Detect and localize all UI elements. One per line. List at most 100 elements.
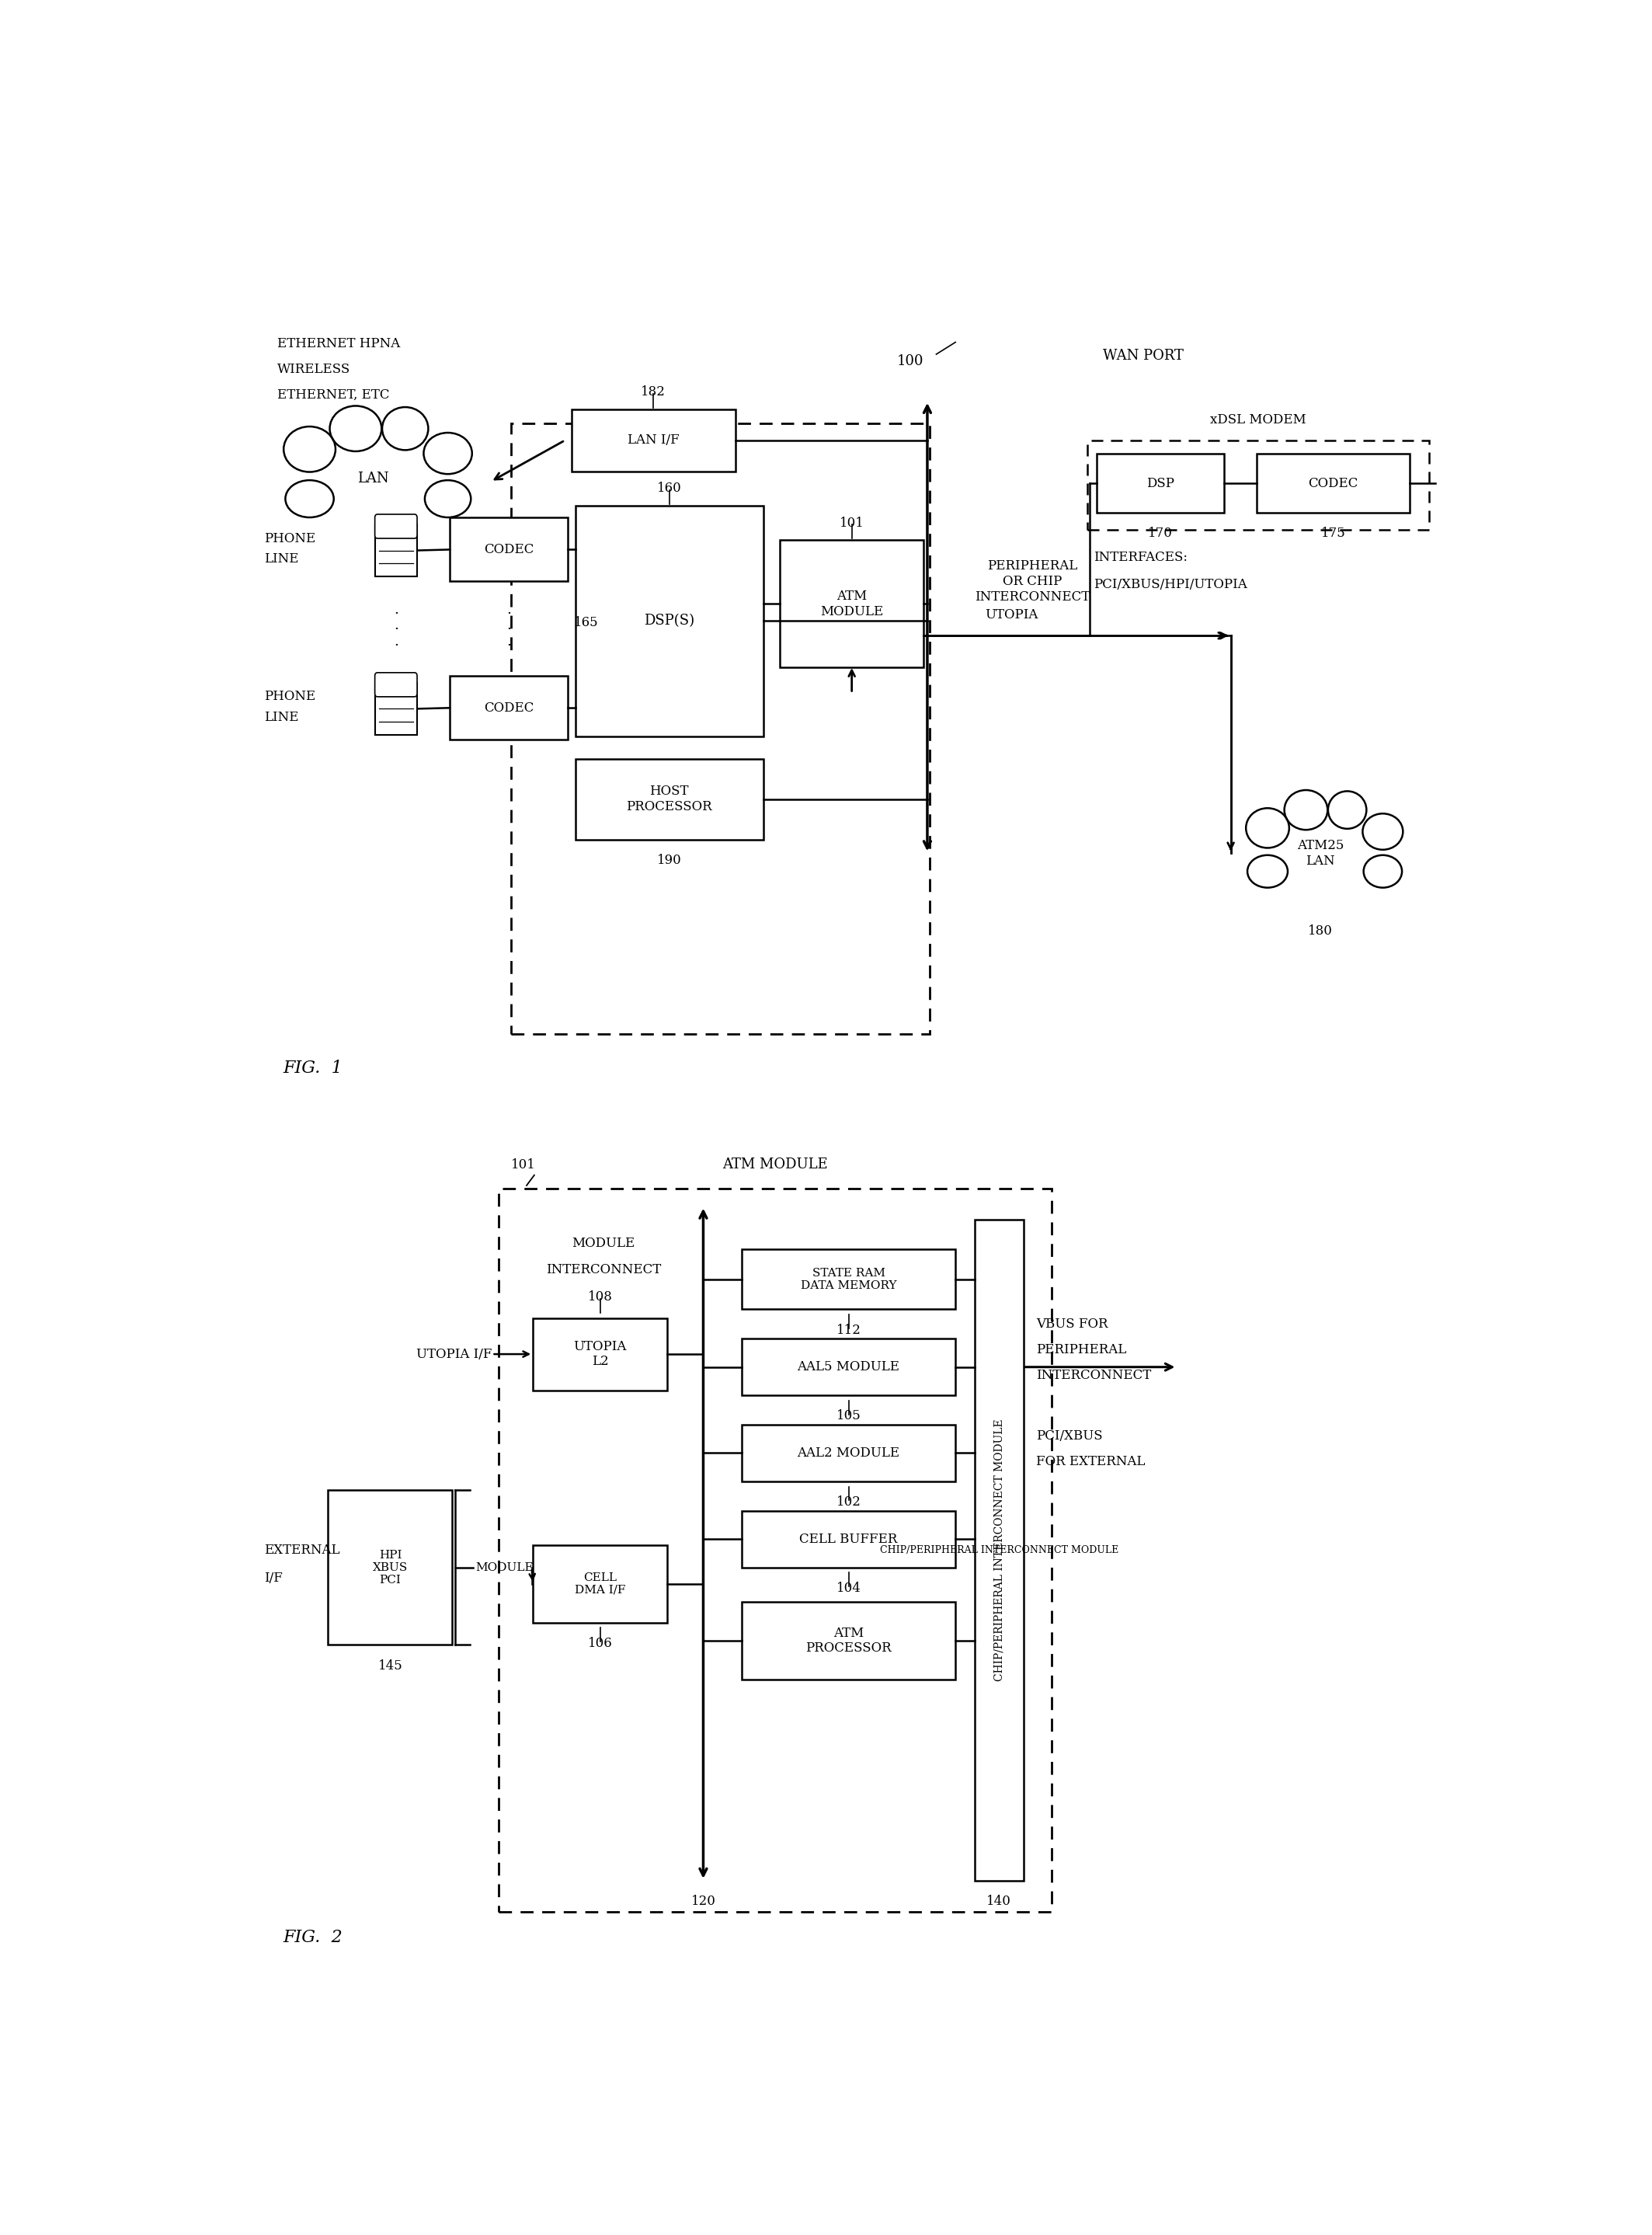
Text: LAN: LAN bbox=[357, 472, 388, 485]
Bar bbox=[575, 505, 763, 735]
Bar bbox=[572, 409, 735, 472]
Bar bbox=[975, 1220, 1023, 1880]
Bar bbox=[742, 1511, 955, 1567]
Ellipse shape bbox=[286, 481, 334, 516]
Bar bbox=[449, 675, 568, 740]
Text: 102: 102 bbox=[836, 1495, 861, 1509]
Text: DSP: DSP bbox=[1146, 476, 1175, 489]
Bar bbox=[742, 1339, 955, 1395]
Text: LAN I/F: LAN I/F bbox=[628, 434, 679, 447]
Ellipse shape bbox=[1328, 791, 1366, 829]
Text: PERIPHERAL
OR CHIP
INTERCONNECT: PERIPHERAL OR CHIP INTERCONNECT bbox=[975, 559, 1090, 603]
Ellipse shape bbox=[425, 481, 471, 516]
Text: LINE: LINE bbox=[264, 711, 299, 724]
Ellipse shape bbox=[382, 407, 428, 449]
Text: ETHERNET, ETC: ETHERNET, ETC bbox=[278, 389, 390, 402]
Text: PHONE: PHONE bbox=[264, 532, 316, 545]
Bar bbox=[510, 422, 930, 1035]
Text: MODULE: MODULE bbox=[476, 1562, 534, 1573]
Ellipse shape bbox=[1234, 802, 1408, 903]
Text: CODEC: CODEC bbox=[484, 543, 534, 557]
Text: ATM
PROCESSOR: ATM PROCESSOR bbox=[806, 1627, 892, 1654]
Text: 101: 101 bbox=[510, 1158, 535, 1171]
Bar bbox=[375, 684, 416, 735]
Text: DSP(S): DSP(S) bbox=[644, 615, 694, 628]
Bar bbox=[742, 1424, 955, 1482]
Ellipse shape bbox=[330, 407, 382, 451]
Bar bbox=[1087, 440, 1429, 530]
Text: ATM
MODULE: ATM MODULE bbox=[821, 590, 884, 619]
Text: 106: 106 bbox=[588, 1636, 613, 1649]
Text: 180: 180 bbox=[1308, 923, 1333, 936]
Ellipse shape bbox=[1246, 809, 1289, 847]
Text: 140: 140 bbox=[986, 1895, 1011, 1909]
Text: WIRELESS: WIRELESS bbox=[278, 362, 350, 375]
Text: ATM25
LAN: ATM25 LAN bbox=[1297, 838, 1343, 867]
Bar bbox=[742, 1249, 955, 1310]
Text: INTERFACES:: INTERFACES: bbox=[1094, 550, 1188, 563]
Bar bbox=[1256, 454, 1409, 512]
Text: HPI
XBUS
PCI: HPI XBUS PCI bbox=[373, 1549, 408, 1585]
Text: 105: 105 bbox=[836, 1410, 861, 1424]
Text: CELL BUFFER: CELL BUFFER bbox=[800, 1533, 897, 1547]
Ellipse shape bbox=[269, 420, 477, 536]
Text: FOR EXTERNAL: FOR EXTERNAL bbox=[1036, 1455, 1145, 1468]
Text: 165: 165 bbox=[573, 617, 598, 630]
Bar bbox=[375, 525, 416, 577]
Text: VBUS FOR: VBUS FOR bbox=[1036, 1316, 1108, 1330]
Bar bbox=[742, 1602, 955, 1678]
Text: xDSL MODEM: xDSL MODEM bbox=[1211, 413, 1307, 427]
Text: FIG.  1: FIG. 1 bbox=[284, 1059, 344, 1077]
Text: 104: 104 bbox=[836, 1582, 861, 1596]
FancyBboxPatch shape bbox=[375, 673, 416, 697]
Bar bbox=[780, 541, 923, 668]
Text: STATE RAM
DATA MEMORY: STATE RAM DATA MEMORY bbox=[801, 1267, 897, 1292]
Text: PCI/XBUS/HPI/UTOPIA: PCI/XBUS/HPI/UTOPIA bbox=[1094, 579, 1247, 592]
Ellipse shape bbox=[1363, 814, 1403, 849]
Text: ·
·
·: · · · bbox=[393, 606, 398, 653]
Ellipse shape bbox=[1363, 856, 1403, 887]
Text: UTOPIA: UTOPIA bbox=[985, 608, 1037, 621]
Text: PERIPHERAL: PERIPHERAL bbox=[1036, 1343, 1127, 1357]
Text: ATM MODULE: ATM MODULE bbox=[722, 1158, 828, 1171]
Ellipse shape bbox=[284, 427, 335, 472]
Text: INTERCONNECT: INTERCONNECT bbox=[1036, 1370, 1151, 1381]
Text: 108: 108 bbox=[588, 1292, 613, 1303]
Text: UTOPIA I/F: UTOPIA I/F bbox=[416, 1348, 492, 1361]
Ellipse shape bbox=[1247, 856, 1287, 887]
Text: FIG.  2: FIG. 2 bbox=[284, 1929, 344, 1947]
Text: ·
·
·: · · · bbox=[506, 606, 510, 653]
Text: 190: 190 bbox=[657, 854, 682, 867]
Bar bbox=[1097, 454, 1224, 512]
Text: 170: 170 bbox=[1148, 527, 1173, 541]
Text: PHONE: PHONE bbox=[264, 691, 316, 704]
Text: 100: 100 bbox=[897, 353, 923, 369]
FancyBboxPatch shape bbox=[375, 514, 416, 539]
Text: PCI/XBUS: PCI/XBUS bbox=[1036, 1428, 1102, 1442]
Text: INTERCONNECT: INTERCONNECT bbox=[545, 1263, 661, 1276]
Text: EXTERNAL: EXTERNAL bbox=[264, 1544, 340, 1558]
Text: 101: 101 bbox=[839, 516, 864, 530]
Text: ETHERNET HPNA: ETHERNET HPNA bbox=[278, 337, 400, 351]
Text: CHIP/PERIPHERAL INTERCONNECT MODULE: CHIP/PERIPHERAL INTERCONNECT MODULE bbox=[879, 1544, 1118, 1556]
Text: 120: 120 bbox=[691, 1895, 715, 1909]
Text: 175: 175 bbox=[1322, 527, 1345, 541]
Text: LINE: LINE bbox=[264, 552, 299, 565]
Bar bbox=[449, 519, 568, 581]
Text: AAL5 MODULE: AAL5 MODULE bbox=[798, 1361, 900, 1375]
Bar bbox=[534, 1319, 667, 1390]
Text: MODULE: MODULE bbox=[572, 1238, 634, 1249]
Text: AAL2 MODULE: AAL2 MODULE bbox=[798, 1446, 900, 1459]
Text: UTOPIA
L2: UTOPIA L2 bbox=[573, 1341, 626, 1368]
Ellipse shape bbox=[1284, 791, 1328, 829]
Text: 145: 145 bbox=[378, 1658, 403, 1672]
Text: CODEC: CODEC bbox=[484, 702, 534, 715]
Bar bbox=[575, 758, 763, 840]
Bar bbox=[534, 1544, 667, 1623]
Ellipse shape bbox=[423, 434, 472, 474]
Bar bbox=[499, 1189, 1052, 1911]
Text: HOST
PROCESSOR: HOST PROCESSOR bbox=[626, 784, 712, 814]
Text: CELL
DMA I/F: CELL DMA I/F bbox=[575, 1571, 626, 1596]
Text: 112: 112 bbox=[836, 1323, 861, 1337]
Text: I/F: I/F bbox=[264, 1571, 282, 1585]
